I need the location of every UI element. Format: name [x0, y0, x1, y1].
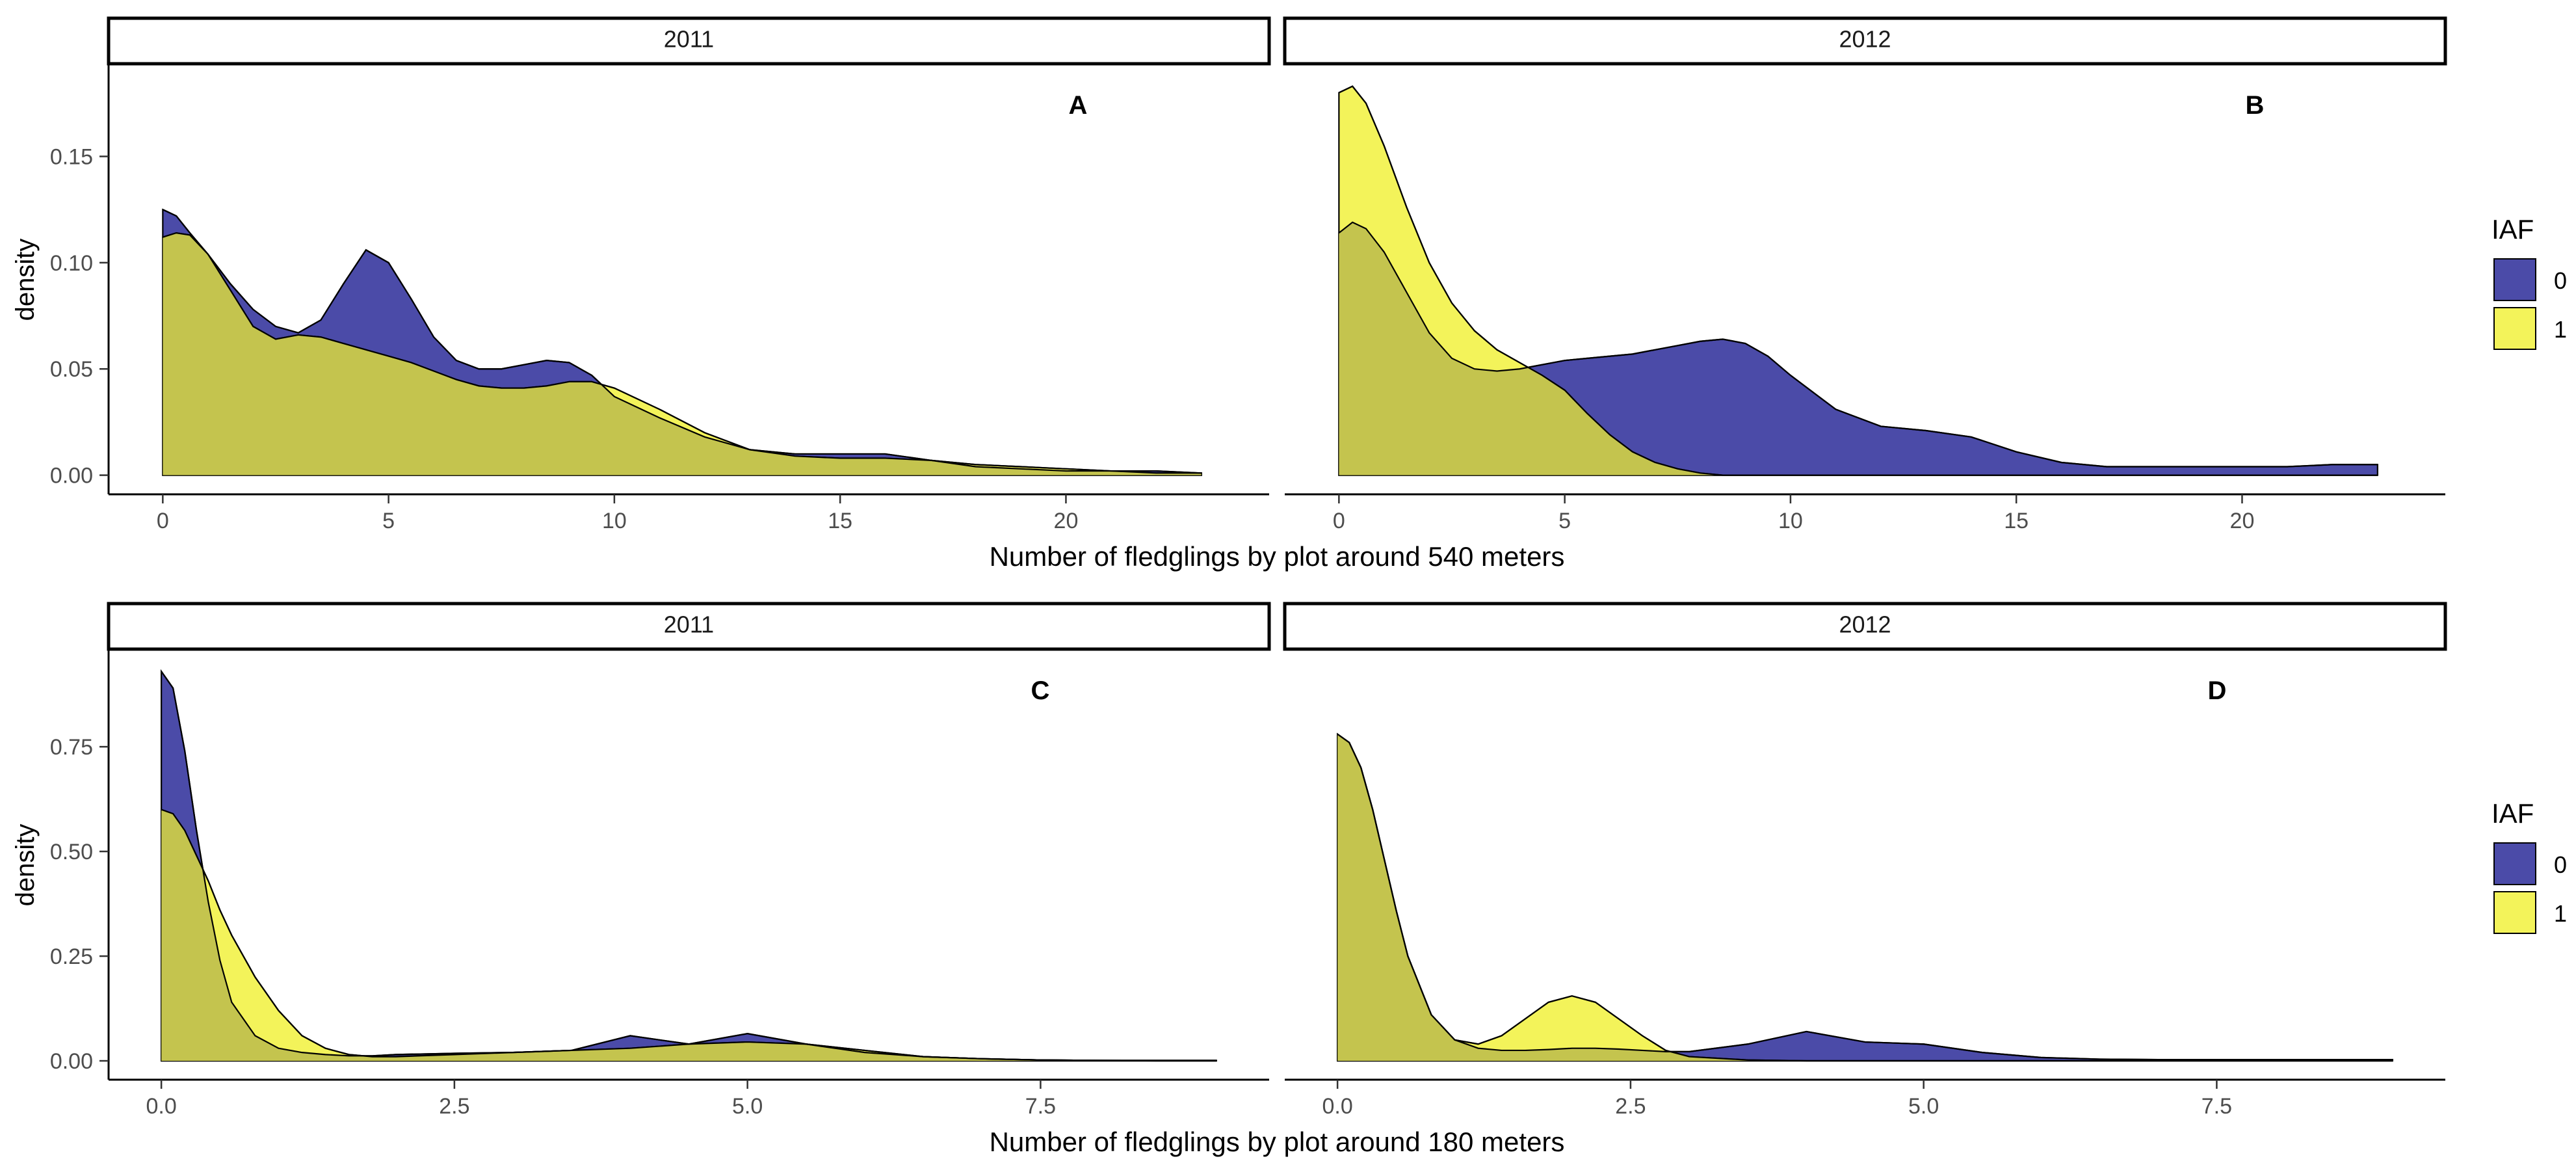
x-tick-label-c: 0.0: [146, 1094, 177, 1119]
legend-key-0-bottom: [2493, 842, 2536, 885]
x-tick-label-a: 0: [157, 509, 169, 533]
strip-d-box: [1283, 602, 2447, 651]
y-tick-label-c: 0.50: [50, 840, 93, 864]
panel-tag-a: A: [1069, 91, 1088, 120]
x-tick-label-c: 5.0: [732, 1094, 763, 1119]
row-bottom: 2011 0.0 2.5 5.0 7.50.000.250.500.75 C 2012…: [11, 602, 2567, 1157]
panel-tag-b: B: [2246, 91, 2265, 120]
density-overlap-a: [163, 233, 1202, 475]
panel-b: 2012 0 5 10 15 20 B: [1283, 16, 2447, 533]
x-axis-title-top: Number of fledglings by plot around 540 …: [990, 541, 1565, 572]
density-overlap-d: [1337, 734, 2393, 1061]
x-tick-label-b: 15: [2004, 509, 2029, 533]
legend-label-1-bottom: 1: [2554, 900, 2567, 927]
y-axis-title-bottom: density: [11, 824, 40, 907]
panel-tag-d: D: [2208, 676, 2227, 705]
x-tick-label-a: 5: [382, 509, 395, 533]
x-tick-label-b: 5: [1558, 509, 1571, 533]
strip-c-label: 2011: [664, 611, 714, 638]
density-iaf1-outline-a: [163, 232, 1202, 474]
y-tick-label-a: 0.15: [50, 144, 93, 169]
density-iaf1-outline-c: [161, 808, 1216, 1062]
x-tick-label-b: 10: [1778, 509, 1803, 533]
legend-key-0-top: [2493, 258, 2536, 301]
x-tick-label-b: 0: [1333, 509, 1345, 533]
density-overlap-c: [161, 809, 1216, 1061]
strip-b-label: 2012: [1839, 26, 1891, 53]
x-axis-title-bottom: Number of fledglings by plot around 180 …: [990, 1127, 1565, 1157]
strip-c-box: [107, 602, 1271, 651]
density-iaf1-c: [161, 808, 1216, 1062]
legend-label-0-bottom: 0: [2554, 851, 2567, 878]
strip-a-label: 2011: [664, 26, 714, 53]
x-tick-label-a: 10: [602, 509, 627, 533]
panel-tag-c: C: [1031, 676, 1050, 705]
strip-a-box: [107, 16, 1271, 66]
strip-d-label: 2012: [1839, 611, 1891, 638]
legend-key-1-bottom: [2493, 891, 2536, 934]
x-tick-label-a: 20: [1054, 509, 1079, 533]
legend-bottom: IAF 0 1: [2491, 798, 2567, 934]
density-iaf1-outline-b: [1338, 85, 2378, 476]
strip-b-box: [1283, 16, 2447, 66]
y-tick-label-a: 0.00: [50, 464, 93, 488]
x-tick-label-c: 2.5: [439, 1094, 469, 1119]
panel-c: 2011 0.0 2.5 5.0 7.5 0.00 0.25 0.50 0.75 C: [50, 602, 1271, 1119]
legend-top: IAF 0 1: [2491, 214, 2567, 350]
x-tick-label-d: 7.5: [2201, 1094, 2232, 1119]
y-tick-label-a: 0.10: [50, 251, 93, 276]
density-iaf0-c: [161, 669, 1217, 1062]
density-iaf1-outline-d: [1337, 733, 2393, 1062]
legend-label-0-top: 0: [2554, 267, 2567, 294]
x-tick-label-c: 7.5: [1025, 1094, 1056, 1119]
density-iaf0-outline-c: [161, 671, 1216, 1061]
density-iaf0-outline-d: [1337, 733, 2393, 1061]
y-tick-label-c: 0.75: [50, 735, 93, 760]
y-axis-title-top: density: [11, 239, 40, 321]
x-tick-label-b: 20: [2230, 509, 2255, 533]
x-tick-label-d: 0.0: [1322, 1094, 1353, 1119]
y-tick-label-c: 0.25: [50, 944, 93, 969]
density-iaf0-d: [1337, 732, 2393, 1062]
legend-title-bottom: IAF: [2491, 798, 2534, 829]
panel-d: 2012 0.0 2.5 5.0 7.5 D: [1283, 602, 2447, 1119]
x-tick-label-d: 2.5: [1615, 1094, 1646, 1119]
x-tick-label-a: 15: [828, 509, 852, 533]
panel-a: 2011 0 5 10 15 20 0.00 0.05 0.10 0.15 A: [50, 16, 1271, 533]
x-tick-label-d: 5.0: [1908, 1094, 1939, 1119]
legend-label-1-top: 1: [2554, 316, 2567, 343]
legend-key-1-top: [2493, 307, 2536, 350]
y-tick-label-c: 0.00: [50, 1049, 93, 1074]
density-iaf1-d: [1337, 732, 2393, 1062]
y-tick-label-a: 0.05: [50, 357, 93, 382]
density-iaf0-outline-b: [1338, 221, 2378, 468]
legend-title-top: IAF: [2491, 214, 2534, 245]
